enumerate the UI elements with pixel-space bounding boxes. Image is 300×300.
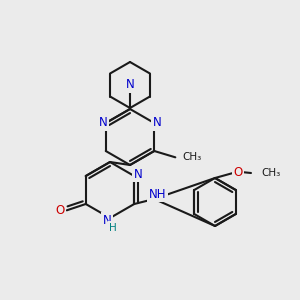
Text: N: N (103, 214, 111, 226)
Text: N: N (126, 79, 134, 92)
Text: NH: NH (148, 188, 166, 200)
Text: O: O (55, 204, 64, 217)
Text: CH₃: CH₃ (182, 152, 202, 162)
Text: N: N (153, 116, 162, 130)
Text: N: N (134, 167, 142, 181)
Text: O: O (233, 166, 243, 178)
Text: N: N (98, 116, 107, 130)
Text: CH₃: CH₃ (261, 168, 280, 178)
Text: H: H (109, 223, 117, 233)
